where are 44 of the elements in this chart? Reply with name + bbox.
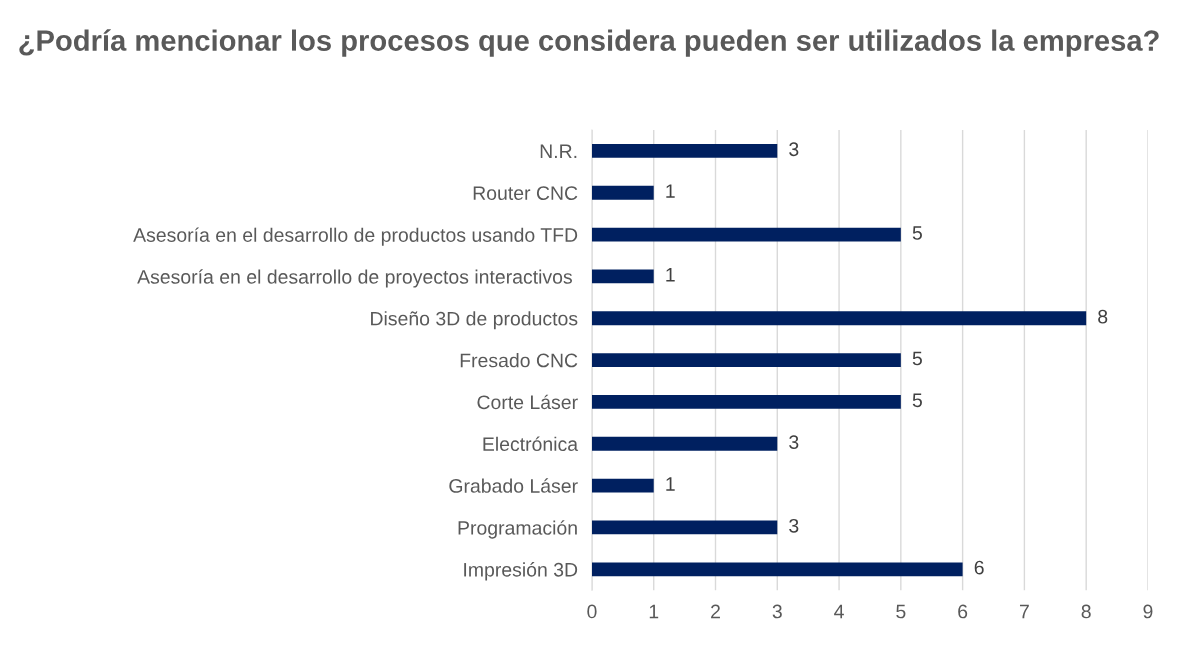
data-label: 5 — [912, 351, 922, 366]
data-label: 6 — [974, 560, 984, 575]
data-label: 3 — [789, 518, 799, 533]
x-tick-label: 8 — [1081, 604, 1091, 619]
x-tick-label: 2 — [711, 604, 720, 619]
bar — [591, 478, 654, 493]
y-tick-label: Router CNC — [473, 186, 578, 200]
y-tick-label: N.R. — [540, 144, 577, 158]
y-tick-label: Fresado CNC — [460, 353, 578, 368]
x-tick-label: 7 — [1019, 604, 1029, 619]
data-label: 5 — [912, 393, 922, 408]
x-tick-label: 0 — [587, 604, 597, 619]
bar — [591, 269, 654, 284]
data-label: 3 — [789, 142, 799, 157]
x-tick-label: 3 — [772, 604, 782, 619]
y-tick-label: Diseño 3D de productos — [371, 311, 578, 330]
data-label: 1 — [666, 268, 675, 282]
bar — [591, 353, 901, 367]
data-label: 1 — [666, 184, 675, 198]
data-label: 8 — [1098, 309, 1108, 324]
x-tick-label: 1 — [649, 604, 659, 619]
y-tick-label: Asesoría en el desarrollo de proyectos interactivos — [137, 269, 572, 288]
chart-title: ¿Podría mencionar los procesos que considera pueden ser utilizados la empresa? — [19, 29, 1159, 57]
bar — [591, 311, 1087, 326]
x-tick-label: 9 — [1143, 604, 1153, 619]
data-label: 3 — [789, 435, 799, 449]
bar — [591, 227, 901, 242]
bar — [591, 144, 778, 158]
y-tick-label: Impresión 3D — [464, 562, 578, 581]
y-tick-label: Programación — [458, 520, 577, 539]
y-tick-label: Asesoría en el desarrollo de productos usando TFD — [133, 227, 578, 246]
bar — [591, 562, 963, 577]
bar — [591, 520, 778, 535]
x-tick-label: 5 — [896, 604, 906, 619]
bar — [591, 185, 654, 200]
y-tick-label: Electrónica — [483, 436, 579, 452]
y-tick-label: Grabado Láser — [449, 478, 578, 493]
x-tick-label: 6 — [958, 604, 968, 619]
y-tick-label: Corte Láser — [477, 394, 578, 410]
bar — [591, 436, 778, 451]
data-label: 1 — [666, 477, 675, 491]
bar — [591, 395, 901, 409]
data-label: 5 — [912, 226, 922, 240]
x-tick-label: 4 — [834, 604, 844, 619]
